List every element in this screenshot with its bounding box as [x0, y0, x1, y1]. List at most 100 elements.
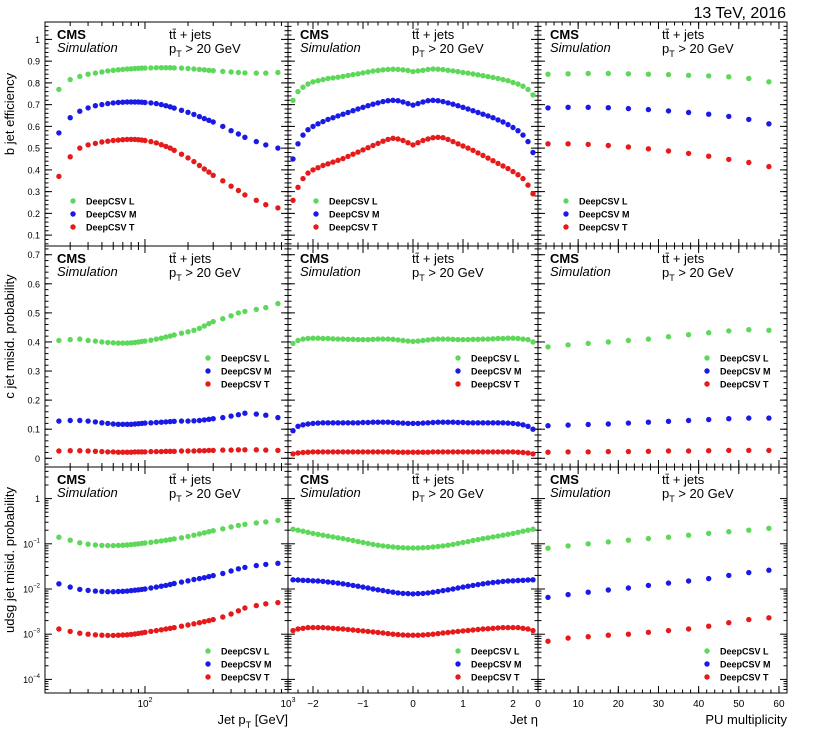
data-point [85, 541, 91, 547]
data-point [85, 71, 91, 77]
data-point [520, 625, 526, 631]
data-point [706, 448, 712, 454]
series-deepcsv-m [56, 99, 281, 151]
legend-label: DeepCSV M [221, 367, 272, 377]
data-point [105, 632, 111, 639]
data-point [625, 105, 632, 112]
x-tick-label: 30 [653, 699, 665, 710]
data-point [510, 124, 516, 131]
data-point [67, 154, 73, 160]
data-point [585, 104, 591, 111]
data-point [440, 419, 446, 425]
data-point [445, 587, 451, 593]
data-point [545, 594, 551, 601]
data-point [505, 335, 511, 341]
data-point [726, 113, 732, 120]
data-point [585, 634, 591, 640]
data-point [375, 449, 381, 455]
data-point [92, 140, 99, 147]
legend-label: DeepCSV T [579, 223, 628, 233]
data-point [530, 526, 536, 532]
data-point [242, 410, 248, 416]
data-point [115, 99, 121, 106]
data-point [460, 143, 466, 149]
data-point [295, 527, 301, 533]
data-point [505, 531, 511, 537]
legend-marker [313, 224, 319, 230]
data-point [191, 158, 197, 165]
data-point [105, 589, 111, 595]
data-point [380, 587, 386, 594]
x-axis-title: PU multiplicity [705, 712, 787, 727]
data-point [470, 147, 476, 153]
cms-label: CMS [57, 251, 86, 266]
data-point [435, 98, 441, 104]
data-point [440, 449, 446, 455]
data-point [495, 420, 501, 426]
data-point [685, 150, 692, 157]
data-point [450, 68, 456, 74]
data-point [305, 127, 311, 133]
data-point [220, 447, 226, 453]
data-point [220, 68, 226, 75]
legend-label: DeepCSV T [720, 380, 769, 390]
data-point [450, 138, 456, 145]
data-point [158, 448, 164, 455]
data-point [253, 602, 259, 609]
data-point [228, 128, 234, 134]
data-point [495, 160, 501, 167]
y-tick-label: 1 [35, 35, 40, 45]
data-point [206, 447, 212, 454]
data-point [490, 74, 496, 81]
data-point [242, 134, 248, 140]
data-point [405, 545, 411, 551]
data-point [335, 449, 341, 455]
data-point [67, 417, 73, 424]
data-point [360, 449, 366, 455]
data-point [410, 142, 416, 148]
data-point [455, 628, 461, 635]
data-point [99, 588, 105, 595]
data-point [92, 338, 99, 344]
pt-cut-label: pT > 20 GeV [662, 265, 734, 283]
data-point [515, 449, 521, 455]
data-point [325, 161, 331, 167]
data-point [520, 132, 526, 138]
data-point [153, 627, 159, 634]
data-point [235, 566, 242, 572]
data-point [163, 419, 169, 425]
data-point [525, 182, 531, 188]
data-point [350, 449, 356, 455]
data-point [310, 449, 316, 455]
legend-label: DeepCSV M [471, 660, 522, 670]
data-point [405, 420, 411, 427]
data-point [120, 542, 126, 548]
data-point [228, 447, 234, 453]
data-point [385, 98, 391, 104]
data-point [153, 65, 159, 71]
data-point [330, 75, 336, 81]
data-point [253, 562, 259, 569]
data-point [395, 98, 401, 104]
data-point [67, 115, 73, 121]
data-point [185, 533, 191, 540]
data-point [148, 337, 154, 343]
legend-label: DeepCSV T [221, 380, 270, 390]
data-point [490, 336, 496, 342]
legend-label: DeepCSV M [720, 367, 771, 377]
y-tick-label: 0.1 [27, 231, 40, 241]
pt-cut-label: pT > 20 GeV [169, 486, 241, 504]
data-point [105, 138, 111, 144]
x-tick-label: 50 [733, 699, 745, 710]
series-deepcsv-t [56, 599, 281, 639]
legend-marker [704, 368, 710, 374]
data-point [330, 420, 336, 426]
data-point [490, 449, 496, 455]
y-tick-label: 10−3 [23, 629, 41, 640]
data-point [158, 65, 164, 71]
x-tick-label: 20 [613, 699, 625, 710]
data-point [565, 71, 571, 77]
